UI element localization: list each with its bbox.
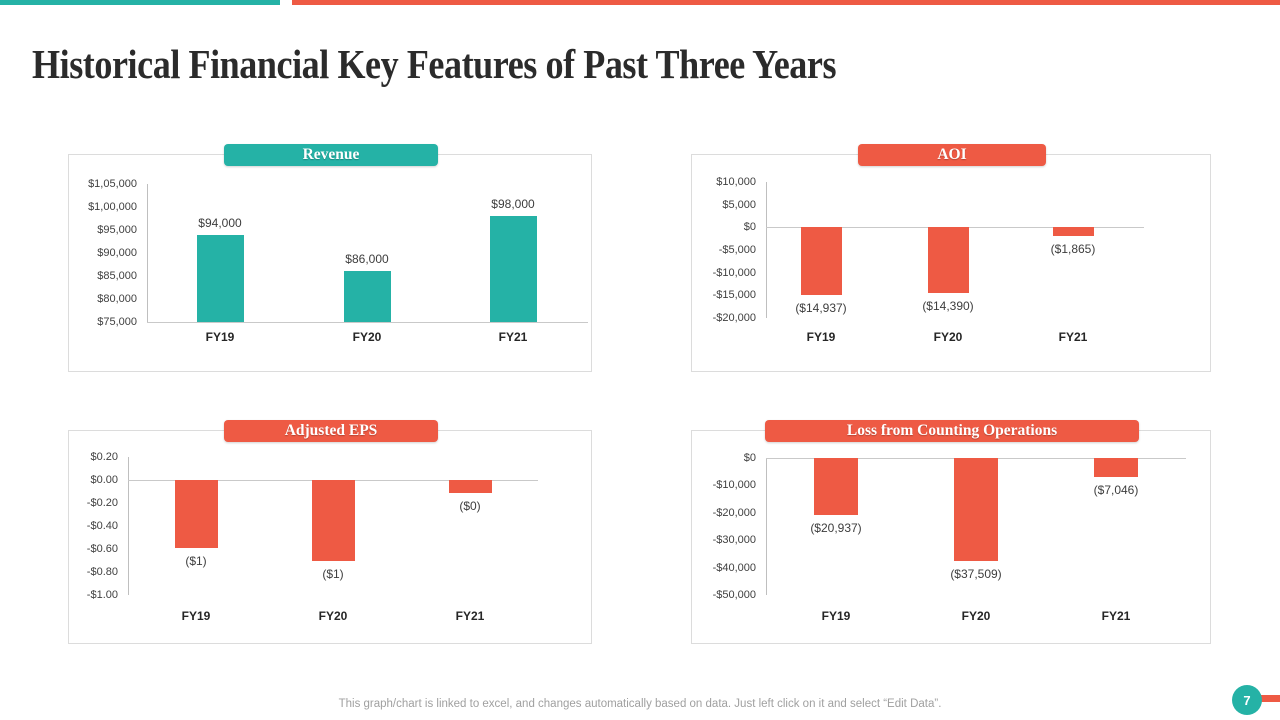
bar-value-label: ($37,509) <box>950 566 1002 581</box>
bar <box>489 216 537 322</box>
chart-title: Loss from Counting Operations <box>846 422 1058 439</box>
chart-panel-loss-operations[interactable]: Loss from Counting Operations $0 -$10,000… <box>691 420 1211 644</box>
chart-title: Adjusted EPS <box>284 422 378 439</box>
x-category-label: FY19 <box>205 330 235 344</box>
page-number-badge: 7 <box>1232 685 1262 715</box>
bar-value-label: $86,000 <box>345 252 389 267</box>
y-axis-line <box>147 184 148 322</box>
y-tick-label: $75,000 <box>97 316 137 328</box>
y-tick-label: -$10,000 <box>712 266 756 279</box>
y-axis-line <box>128 457 129 595</box>
y-tick-label: -$5,000 <box>718 244 756 256</box>
x-category-label: FY19 <box>181 609 211 623</box>
bar-value-label: ($1) <box>185 553 207 568</box>
x-category-label: FY20 <box>318 609 348 623</box>
chart-panel-revenue[interactable]: Revenue $1,05,000 $1,00,000 $95,000 $90,000… <box>68 144 592 372</box>
y-tick-label: -$50,000 <box>712 589 756 601</box>
y-tick-label: -$10,000 <box>712 479 756 492</box>
bar <box>311 480 355 561</box>
x-category-label: FY19 <box>806 330 836 344</box>
top-accent-bar-red <box>292 0 1280 5</box>
bar-value-label: ($1,865) <box>1050 241 1096 256</box>
y-tick-label: $5,000 <box>722 198 756 211</box>
y-tick-label: $1,05,000 <box>88 178 137 190</box>
y-tick-label: $1,00,000 <box>88 201 137 213</box>
chart-title-badge: Adjusted EPS <box>224 420 438 442</box>
bar <box>927 227 969 293</box>
y-tick-label: -$0.80 <box>86 566 118 578</box>
y-axis-line <box>766 182 767 318</box>
y-tick-label: -$0.60 <box>86 543 118 555</box>
bar <box>954 458 998 561</box>
chart-panel-aoi[interactable]: AOI $10,000 $5,000 $0 -$5,000 -$10,000 -$15,0… <box>691 144 1211 372</box>
bar <box>800 227 842 296</box>
y-tick-label: $80,000 <box>97 293 137 305</box>
bar-value-label: $94,000 <box>198 215 242 230</box>
chart-title: Revenue <box>302 146 360 163</box>
bar <box>448 480 492 493</box>
bar <box>174 480 218 548</box>
y-tick-label: -$1.00 <box>86 589 118 601</box>
bar <box>1052 227 1094 236</box>
x-category-label: FY21 <box>1101 609 1131 623</box>
y-tick-label: -$0.20 <box>86 497 118 509</box>
page-title: Historical Financial Key Features of Pas… <box>32 41 837 87</box>
bar <box>814 458 858 516</box>
y-tick-label: -$20,000 <box>712 312 756 324</box>
bar <box>1094 458 1138 478</box>
bar-value-label: ($14,390) <box>922 298 974 313</box>
top-accent-bar-teal <box>0 0 280 5</box>
footer-note: This graph/chart is linked to excel, and… <box>338 698 942 710</box>
page-badge-accent-bar <box>1258 695 1280 702</box>
y-tick-label: -$0.40 <box>86 520 118 532</box>
y-tick-label: $95,000 <box>97 224 137 236</box>
bar-value-label: ($20,937) <box>810 521 862 536</box>
bar-value-label: ($0) <box>459 498 481 513</box>
chart-panel-adjusted-eps[interactable]: Adjusted EPS $0.20 $0.00 -$0.20 -$0.40 -$0.6… <box>68 420 592 644</box>
chart-title-badge: Loss from Counting Operations <box>765 420 1139 442</box>
chart-title: AOI <box>937 146 967 163</box>
y-tick-label: $10,000 <box>716 176 756 188</box>
y-tick-label: -$20,000 <box>712 506 756 519</box>
y-tick-label: $0.00 <box>90 474 118 486</box>
x-category-label: FY20 <box>961 609 991 623</box>
x-category-label: FY21 <box>498 330 528 344</box>
chart-title-badge: Revenue <box>224 144 438 166</box>
y-tick-label: $90,000 <box>97 247 137 259</box>
y-tick-label: $0.20 <box>90 451 118 463</box>
bar <box>196 234 244 322</box>
chart-title-badge: AOI <box>858 144 1046 166</box>
x-category-label: FY19 <box>821 609 851 623</box>
y-tick-label: -$40,000 <box>712 561 756 574</box>
y-tick-label: $0 <box>743 221 756 234</box>
y-tick-label: $85,000 <box>97 270 137 282</box>
bar-value-label: ($1) <box>322 566 344 581</box>
bar <box>343 271 391 322</box>
x-category-label: FY20 <box>933 330 963 344</box>
x-category-label: FY20 <box>352 330 382 344</box>
y-tick-label: $0 <box>743 452 756 464</box>
y-tick-label: -$30,000 <box>712 534 756 547</box>
y-axis-line <box>766 458 767 595</box>
bar-value-label: ($14,937) <box>795 301 847 316</box>
x-category-label: FY21 <box>455 609 485 623</box>
y-tick-label: -$15,000 <box>712 289 756 302</box>
bar-value-label: $98,000 <box>491 197 535 212</box>
zero-baseline <box>147 322 588 323</box>
x-category-label: FY21 <box>1058 330 1088 344</box>
bar-value-label: ($7,046) <box>1093 483 1139 498</box>
